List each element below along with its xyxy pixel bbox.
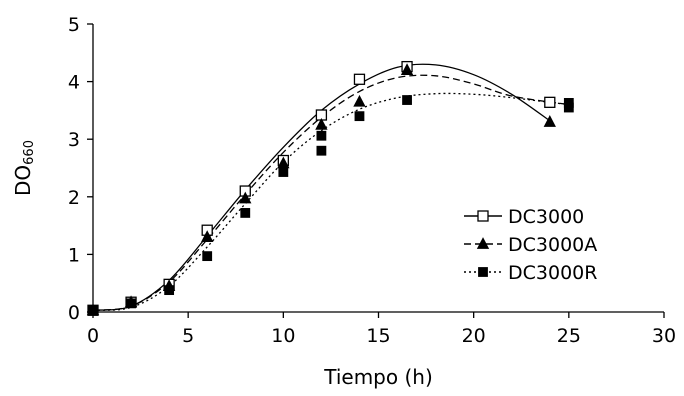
data-point-series-0 [544, 96, 556, 108]
legend-label-2: DC3000R [508, 262, 597, 284]
y-tick-label: 3 [68, 129, 80, 151]
axes: 0 1 2 3 4 5 0 5 10 15 20 25 30 [68, 14, 676, 347]
series-line-2 [92, 92, 569, 311]
legend-marker-1 [476, 237, 490, 249]
data-point-series-2 [164, 285, 175, 296]
x-axis-label: Tiempo (h) [323, 365, 433, 389]
data-point-series-2 [316, 130, 327, 141]
data-point-series-2 [402, 95, 412, 105]
data-point-series-1 [239, 191, 252, 204]
data-point-series-1 [543, 115, 556, 127]
series-line-1 [92, 74, 569, 311]
trend-lines [92, 63, 569, 311]
data-point-series-1 [201, 230, 214, 243]
data-point-series-2 [563, 98, 574, 108]
legend-marker-2 [478, 267, 488, 277]
data-point-series-0 [353, 73, 366, 85]
data-point-series-2 [88, 305, 98, 316]
x-tick-label: 15 [366, 325, 390, 347]
x-tick-label: 0 [87, 325, 99, 347]
legend-marker-0 [477, 210, 489, 222]
data-point-series-2 [316, 145, 327, 156]
y-tick-label: 0 [68, 302, 80, 324]
y-axis-label: DO660 [11, 140, 37, 196]
legend-label-1: DC3000A [508, 234, 597, 256]
data-point-series-2 [354, 111, 365, 122]
legend-label-0: DC3000 [508, 206, 584, 228]
y-tick-label: 5 [68, 14, 80, 36]
data-point-series-2 [278, 167, 289, 177]
x-tick-label: 30 [652, 325, 676, 347]
data-point-series-1 [400, 63, 414, 75]
y-axis-label-main: DO [11, 165, 35, 196]
x-tick-label: 20 [462, 325, 486, 347]
data-point-series-1 [353, 94, 366, 107]
legend: DC3000 DC3000A DC3000R [464, 206, 597, 284]
data-points [86, 60, 574, 316]
y-axis-label-subscript: 660 [22, 140, 37, 165]
data-point-series-2 [202, 251, 213, 262]
y-tick-label: 2 [68, 187, 80, 209]
x-tick-label: 5 [182, 325, 194, 347]
data-point-series-1 [315, 117, 328, 130]
x-tick-label: 25 [557, 325, 581, 347]
data-point-series-2 [126, 298, 136, 309]
y-tick-label: 1 [68, 244, 80, 266]
y-tick-label: 4 [68, 72, 80, 94]
data-point-series-2 [240, 208, 251, 218]
x-tick-label: 10 [271, 325, 295, 347]
